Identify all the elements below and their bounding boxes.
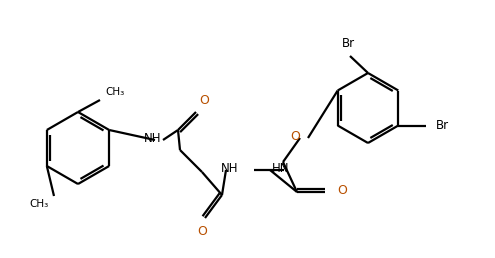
Text: NH: NH	[220, 163, 238, 175]
Text: O: O	[199, 94, 209, 107]
Text: O: O	[337, 184, 347, 198]
Text: NH: NH	[144, 133, 161, 146]
Text: CH₃: CH₃	[30, 199, 49, 209]
Text: O: O	[290, 131, 300, 143]
Text: HN: HN	[272, 163, 290, 175]
Text: Br: Br	[342, 37, 354, 50]
Text: Br: Br	[436, 119, 449, 132]
Text: CH₃: CH₃	[105, 87, 124, 97]
Text: O: O	[197, 225, 207, 238]
